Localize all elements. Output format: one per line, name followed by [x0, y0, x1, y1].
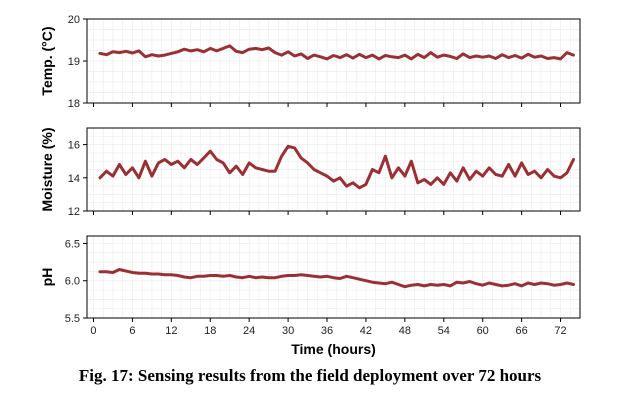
y-tick-label: 12 — [68, 206, 80, 218]
series-line-2 — [98, 144, 575, 190]
series-line-1 — [98, 44, 575, 61]
x-tick-label: 60 — [477, 325, 489, 337]
series-line-3 — [98, 268, 575, 289]
x-tick-label: 54 — [438, 325, 450, 337]
y-axis-label-2: Moisture (%) — [39, 128, 55, 212]
figure-caption: Fig. 17: Sensing results from the field … — [78, 366, 542, 385]
x-tick-label: 18 — [204, 325, 216, 337]
panel-frame-3 — [86, 235, 581, 319]
y-tick-label: 18 — [68, 98, 80, 110]
x-tick-label: 42 — [360, 325, 372, 337]
panel-frame-2 — [86, 127, 581, 212]
y-tick-label: 14 — [68, 173, 80, 185]
x-tick-label: 48 — [399, 325, 411, 337]
y-axis-label-1: Temp. (°C) — [39, 26, 55, 95]
y-tick-label: 5.5 — [65, 313, 80, 325]
x-tick-label: 6 — [129, 325, 135, 337]
x-tick-label: 24 — [243, 325, 255, 337]
x-tick-label: 30 — [282, 325, 294, 337]
x-tick-label: 66 — [515, 325, 527, 337]
x-tick-label: 0 — [90, 325, 96, 337]
x-tick-label: 36 — [321, 325, 333, 337]
y-tick-label: 16 — [68, 140, 80, 152]
x-axis-label: Time (hours) — [291, 341, 376, 357]
y-tick-label: 6.0 — [65, 276, 80, 288]
y-tick-label: 6.5 — [65, 238, 80, 250]
x-tick-label: 72 — [554, 325, 566, 337]
x-tick-label: 12 — [165, 325, 177, 337]
y-tick-label: 20 — [68, 14, 80, 26]
y-axis-label-3: pH — [39, 268, 55, 287]
y-tick-label: 19 — [68, 56, 80, 68]
